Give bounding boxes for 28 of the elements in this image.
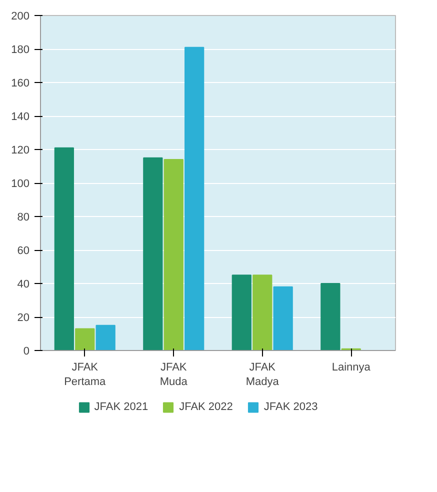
bar [232,274,252,350]
legend-label: JFAK 2022 [179,401,233,413]
y-tick-label: 80 [17,212,30,224]
x-tick-label: JFAK Pertama [64,362,107,388]
bar [252,274,272,350]
x-tick-label: JFAK Madya [246,362,280,388]
bar [320,283,340,350]
legend-label: JFAK 2023 [264,401,318,413]
bar [96,324,116,350]
y-tick-label: 140 [11,111,30,123]
bar [54,147,74,350]
legend-label: JFAK 2021 [94,401,148,413]
y-tick-label: 60 [17,245,30,257]
bar [164,159,184,350]
bar [143,157,163,350]
y-tick-label: 180 [11,44,30,56]
y-tick-label: 0 [23,346,30,358]
y-tick-label: 20 [17,312,30,324]
y-tick-label: 120 [11,144,30,156]
bar [184,46,204,350]
bar [273,286,293,350]
y-tick-label: 160 [11,78,30,90]
y-tick-label: 200 [11,10,30,22]
x-tick-label: Lainnya [332,362,372,374]
bar [75,328,95,350]
y-tick-label: 100 [11,178,30,190]
x-tick-label: JFAK Muda [160,362,188,388]
y-tick-label: 40 [17,278,30,290]
